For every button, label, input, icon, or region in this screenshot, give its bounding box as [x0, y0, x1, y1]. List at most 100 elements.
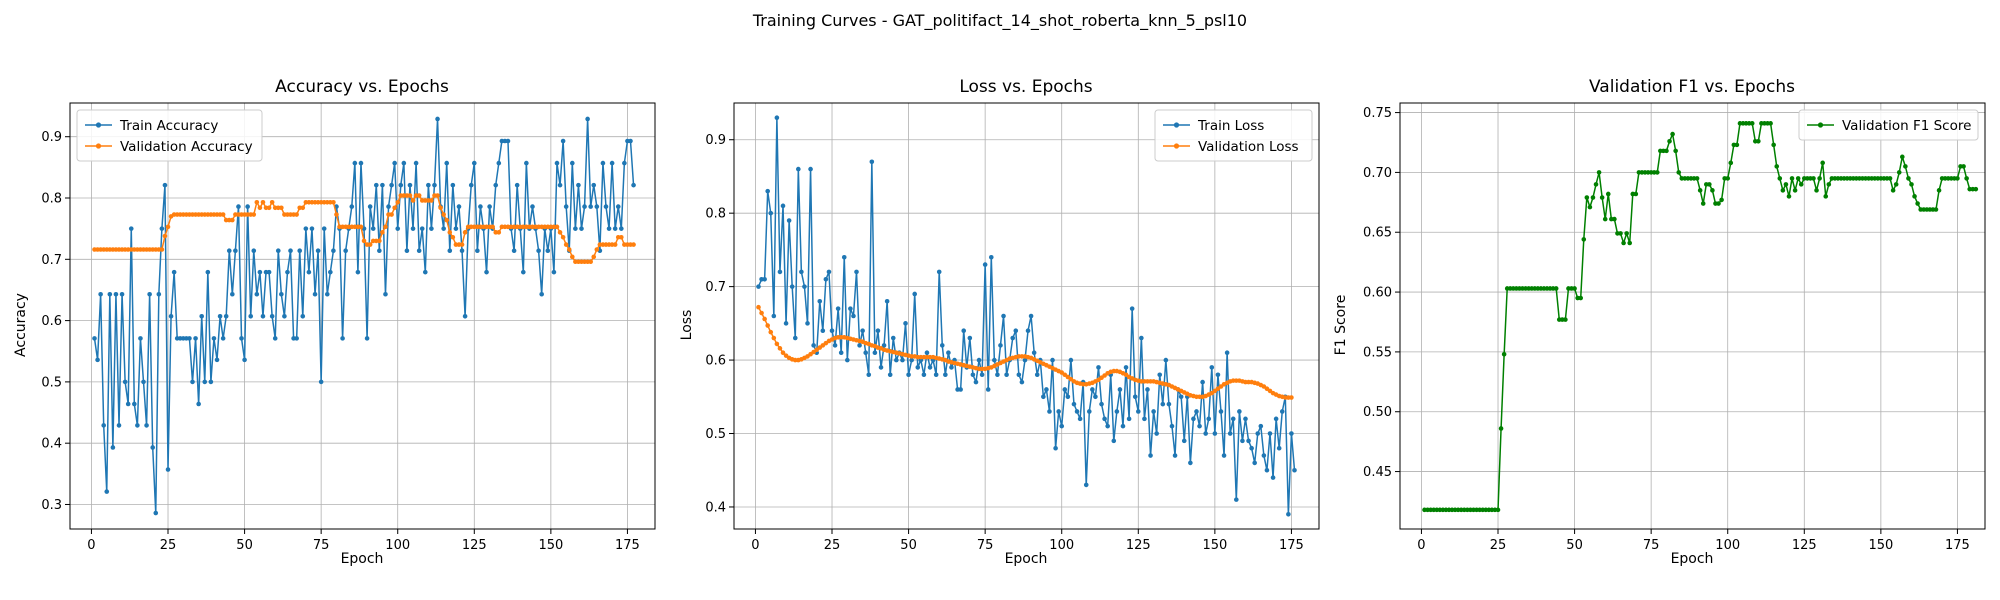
data-point	[1123, 365, 1129, 370]
data-point	[211, 336, 217, 341]
data-point	[257, 269, 263, 275]
data-point	[1114, 409, 1120, 414]
data-point	[128, 226, 134, 231]
data-point	[1667, 138, 1672, 144]
x-axis-label: Epoch	[341, 551, 384, 567]
y-tick-label: 0.8	[705, 207, 726, 222]
data-point	[1267, 431, 1273, 436]
y-tick-label: 0.9	[705, 133, 726, 148]
data-point	[432, 182, 437, 188]
data-point	[141, 379, 146, 385]
legend-box	[1154, 109, 1313, 162]
data-point	[1086, 409, 1092, 414]
data-point	[1289, 395, 1294, 400]
series-line	[1424, 122, 1976, 511]
data-point	[389, 182, 394, 188]
data-point	[992, 357, 997, 363]
data-point	[903, 321, 908, 326]
data-point	[453, 226, 459, 231]
legend-label: Train Loss	[1197, 118, 1264, 134]
data-point	[364, 336, 370, 341]
data-point	[1083, 482, 1089, 488]
data-point	[600, 160, 606, 166]
data-point	[1973, 186, 1979, 192]
data-point	[478, 204, 483, 209]
data-point	[566, 247, 572, 252]
data-point	[416, 248, 422, 254]
data-point	[1621, 240, 1626, 246]
data-point	[1044, 387, 1049, 392]
data-point	[413, 160, 419, 166]
data-point	[389, 212, 394, 217]
x-tick-label: 125	[462, 538, 487, 553]
legend-swatch-marker	[1817, 122, 1824, 128]
data-point	[438, 205, 443, 211]
data-point	[251, 212, 257, 217]
series-validation-loss	[756, 304, 1294, 400]
data-point	[1572, 286, 1577, 291]
data-point	[95, 357, 100, 363]
data-point	[939, 343, 945, 348]
data-point	[429, 226, 434, 231]
y-tick-label: 0.60	[1363, 286, 1392, 301]
data-point	[343, 248, 348, 254]
data-point	[306, 269, 312, 275]
data-point	[1780, 188, 1786, 193]
data-point	[857, 343, 862, 348]
data-point	[557, 182, 563, 188]
data-point	[1252, 460, 1257, 466]
data-point	[591, 182, 597, 188]
data-point	[132, 401, 137, 407]
data-point	[1200, 379, 1205, 385]
data-point	[1068, 357, 1074, 363]
x-tick-label: 100	[1049, 538, 1074, 553]
data-point	[193, 336, 198, 341]
y-tick-label: 0.7	[705, 280, 726, 295]
data-point	[217, 314, 223, 319]
data-point	[539, 291, 544, 297]
data-point	[1258, 423, 1264, 429]
data-point	[1166, 401, 1172, 407]
data-point	[887, 372, 893, 378]
x-tick-label: 50	[236, 538, 253, 553]
axes-frame	[1399, 102, 1986, 530]
data-point	[135, 423, 140, 428]
x-tick-label: 75	[1643, 538, 1660, 553]
data-point	[110, 445, 116, 450]
x-tick-label: 75	[977, 538, 994, 553]
data-point	[282, 314, 287, 319]
data-point	[1139, 335, 1144, 341]
legend-label: Validation Accuracy	[120, 139, 253, 155]
data-point	[1563, 317, 1568, 322]
data-point	[226, 248, 232, 254]
data-point	[808, 166, 813, 172]
data-point	[462, 314, 468, 319]
data-point	[1584, 195, 1590, 200]
data-point	[1056, 409, 1061, 414]
data-point	[594, 247, 600, 252]
data-point	[1590, 195, 1596, 200]
data-point	[909, 357, 914, 363]
data-point	[447, 230, 453, 235]
axes-frame	[733, 102, 1320, 530]
data-point	[1676, 170, 1682, 175]
legend-swatch-marker	[1173, 122, 1180, 128]
data-point	[269, 200, 275, 205]
y-tick-label: 0.8	[41, 192, 62, 207]
data-point	[196, 401, 201, 407]
data-point	[1090, 387, 1095, 392]
data-point	[1817, 176, 1822, 181]
data-point	[230, 291, 235, 297]
y-axis-label: Loss	[679, 310, 695, 341]
data-point	[612, 226, 618, 231]
data-point	[404, 248, 410, 254]
data-point	[615, 204, 621, 209]
data-point	[511, 248, 517, 254]
data-point	[1273, 416, 1279, 422]
y-tick-label: 0.50	[1363, 405, 1392, 420]
legend-label: Train Accuracy	[119, 118, 218, 134]
data-point	[762, 316, 767, 322]
data-point	[878, 365, 884, 370]
data-point	[505, 138, 511, 144]
x-tick-label: 100	[1715, 538, 1740, 553]
